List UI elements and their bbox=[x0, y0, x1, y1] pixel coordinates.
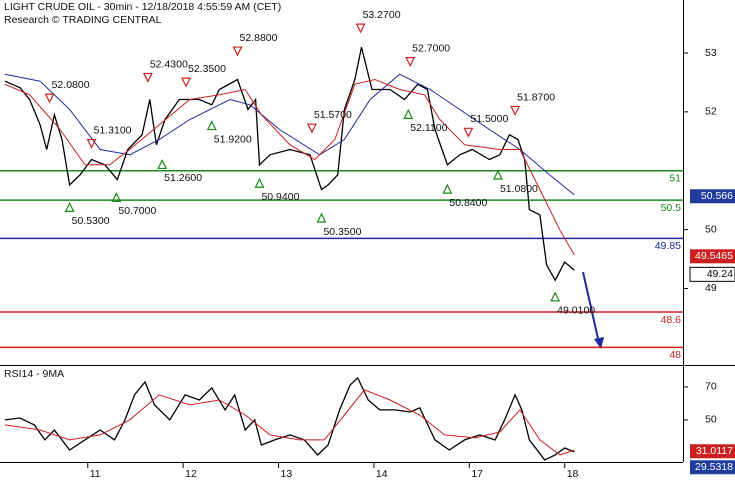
price-badge-label: 29.5318 bbox=[695, 461, 733, 473]
low-marker bbox=[111, 192, 122, 202]
pivot-label: 49.0100 bbox=[557, 305, 595, 317]
y-tick-label: 53 bbox=[705, 47, 717, 59]
x-tick-label: 11 bbox=[90, 468, 101, 480]
high-marker bbox=[142, 72, 153, 83]
price-badge-label: 31.0117 bbox=[696, 445, 733, 457]
level-label: 49.85 bbox=[655, 240, 681, 252]
pivot-label: 51.0800 bbox=[500, 183, 538, 195]
series-line bbox=[4, 78, 575, 256]
pivot-label: 51.9200 bbox=[214, 133, 252, 145]
x-tick-label: 14 bbox=[376, 468, 388, 480]
pivot-label: 52.8800 bbox=[240, 32, 278, 44]
level-label: 48.6 bbox=[661, 314, 682, 326]
pivot-label: 50.7000 bbox=[118, 205, 156, 217]
pivot-label: 51.2600 bbox=[164, 172, 202, 184]
price-badge-label: 49.5465 bbox=[695, 250, 733, 262]
pivot-label: 52.0800 bbox=[52, 79, 90, 91]
pivot-label: 50.8400 bbox=[449, 197, 487, 209]
high-marker bbox=[463, 127, 474, 138]
low-marker bbox=[254, 177, 265, 188]
low-marker bbox=[206, 120, 217, 131]
low-marker bbox=[492, 169, 503, 180]
pivot-label: 50.5300 bbox=[72, 215, 110, 227]
x-tick-label: 17 bbox=[471, 468, 483, 480]
price-badge bbox=[690, 444, 735, 459]
high-marker bbox=[355, 23, 366, 34]
high-marker bbox=[44, 93, 55, 104]
pivot-label: 53.2700 bbox=[363, 9, 401, 21]
y-tick-label: 52 bbox=[705, 106, 717, 118]
chart-title: LIGHT CRUDE OIL - 30min - 12/18/2018 4:5… bbox=[4, 1, 281, 13]
price-badge bbox=[689, 266, 735, 282]
y-tick-label: 49 bbox=[705, 282, 717, 294]
pivot-label: 50.3500 bbox=[323, 226, 361, 238]
price-badge bbox=[690, 249, 735, 264]
y-tick-label: 50 bbox=[705, 414, 717, 426]
high-marker bbox=[510, 105, 521, 116]
series-line bbox=[4, 389, 575, 456]
y-tick-label: 70 bbox=[705, 381, 717, 393]
forecast-arrow bbox=[582, 271, 600, 344]
price-badge-label: 50.566 bbox=[701, 190, 733, 202]
pivot-label: 52.7000 bbox=[412, 42, 450, 54]
high-marker bbox=[86, 138, 97, 149]
pivot-label: 51.5000 bbox=[470, 113, 508, 125]
level-label: 51 bbox=[669, 173, 681, 185]
pivot-label: 51.8700 bbox=[517, 91, 555, 103]
price-badge bbox=[690, 189, 735, 204]
level-label: 48 bbox=[669, 349, 681, 361]
low-marker bbox=[550, 291, 561, 302]
pivot-label: 52.3500 bbox=[188, 63, 226, 75]
high-marker bbox=[181, 77, 191, 88]
series-line bbox=[4, 46, 575, 282]
price-badge bbox=[690, 460, 735, 475]
high-marker bbox=[306, 123, 317, 134]
x-tick-label: 13 bbox=[281, 468, 293, 480]
high-marker bbox=[405, 57, 416, 67]
pivot-label: 52.1100 bbox=[410, 122, 447, 134]
x-tick-label: 18 bbox=[567, 468, 579, 480]
series-line bbox=[4, 73, 575, 196]
level-label: 50.5 bbox=[661, 202, 682, 214]
pivot-label: 51.5700 bbox=[314, 109, 352, 121]
y-tick-label: 50 bbox=[705, 223, 717, 235]
low-marker bbox=[442, 183, 453, 194]
low-marker bbox=[64, 202, 75, 212]
rsi-title: RSI14 - 9MA bbox=[4, 368, 64, 380]
low-marker bbox=[316, 212, 327, 223]
forecast-arrowhead bbox=[594, 337, 604, 349]
pivot-label: 52.4300 bbox=[150, 58, 188, 70]
chart-subtitle: Research © TRADING CENTRAL bbox=[4, 14, 162, 26]
low-marker bbox=[157, 159, 168, 170]
price-badge-label: 49.24 bbox=[707, 268, 733, 280]
x-tick-label: 12 bbox=[185, 468, 197, 480]
pivot-label: 51.3100 bbox=[94, 124, 132, 136]
low-marker bbox=[403, 109, 414, 119]
high-marker bbox=[232, 46, 243, 57]
series-line bbox=[4, 376, 575, 461]
pivot-label: 50.9400 bbox=[261, 191, 299, 203]
